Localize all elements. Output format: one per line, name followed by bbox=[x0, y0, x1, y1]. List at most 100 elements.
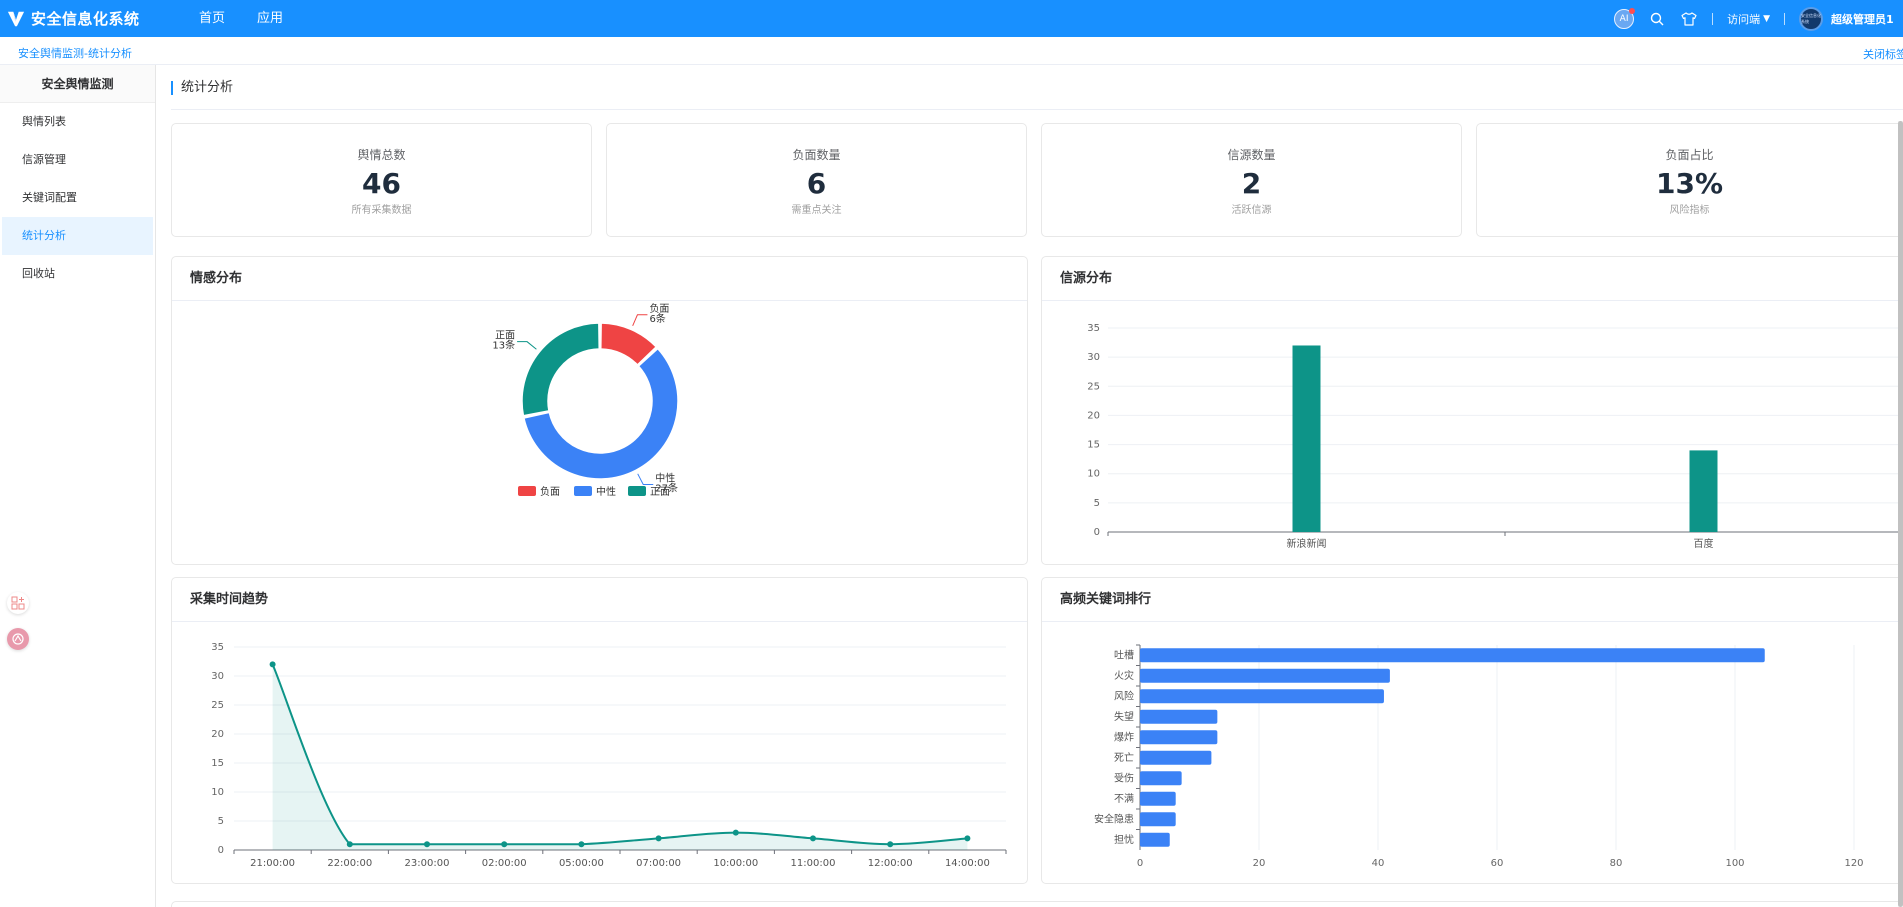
stat-label: 舆情总数 bbox=[357, 148, 406, 162]
y-tick-label: 受伤 bbox=[1114, 771, 1134, 784]
keyword-bar-7 bbox=[1140, 791, 1176, 806]
y-tick-label: 25 bbox=[211, 700, 224, 711]
source-bar-chart: 0 5 10 15 20 25 30 35 新浪新闻 百度 bbox=[1087, 323, 1903, 550]
keyword-bar-9 bbox=[1140, 832, 1170, 847]
x-tick-label: 120 bbox=[1844, 858, 1863, 869]
y-tick-label: 35 bbox=[211, 642, 224, 653]
app-title: 安全信息化系统 bbox=[31, 10, 140, 28]
trend-point-0 bbox=[269, 661, 276, 668]
donut-label-count-0: 6条 bbox=[649, 312, 665, 325]
breadcrumb-tag[interactable]: 安全舆情监测-统计分析 bbox=[18, 47, 132, 60]
trend-point-8 bbox=[887, 841, 894, 848]
y-tick-label: 火灾 bbox=[1114, 669, 1134, 682]
apps-float-icon[interactable] bbox=[7, 592, 29, 614]
stat-label: 信源数量 bbox=[1227, 148, 1276, 162]
stat-card-sources: 信源数量 2 活跃信源 bbox=[1041, 123, 1462, 237]
stat-subtitle: 活跃信源 bbox=[1231, 205, 1272, 216]
x-tick-label: 新浪新闻 bbox=[1287, 537, 1327, 550]
y-tick-label: 5 bbox=[218, 816, 224, 827]
sidebar-title: 安全舆情监测 bbox=[0, 65, 155, 103]
trend-panel: 采集时间趋势 0 5 10 15 20 25 30 35 21:00:00 22:00:00 23:… bbox=[171, 577, 1028, 884]
donut-label-line-1 bbox=[637, 473, 654, 485]
y-tick-label: 0 bbox=[1094, 527, 1100, 538]
stat-card-negative-ratio: 负面占比 13% 风险指标 bbox=[1476, 123, 1903, 237]
ai-assistant-button[interactable]: AI bbox=[1614, 7, 1636, 29]
tags-bar: 安全舆情监测-统计分析 关闭标签 bbox=[0, 37, 1903, 65]
username[interactable]: 超级管理员1 bbox=[1831, 12, 1894, 26]
nav-home[interactable]: 首页 bbox=[199, 11, 226, 26]
page-title: 统计分析 bbox=[171, 81, 233, 95]
top-nav: 首页 应用 bbox=[183, 0, 299, 37]
stat-value: 2 bbox=[1241, 167, 1262, 200]
stat-value: 46 bbox=[362, 167, 401, 200]
app-logo[interactable]: 安全信息化系统 bbox=[7, 8, 167, 29]
y-tick-label: 10 bbox=[1087, 469, 1100, 480]
keywords-panel: 高频关键词排行 0 20 40 60 80 100 120 吐槽 火灾 风险 失望 爆炸 死亡 受伤 不满安… bbox=[1041, 577, 1903, 884]
sidebar-item-source-management[interactable]: 信源管理 bbox=[22, 153, 66, 166]
theme-shirt-icon[interactable] bbox=[1680, 10, 1698, 28]
y-tick-label: 30 bbox=[1087, 352, 1100, 363]
y-tick-label: 35 bbox=[1087, 323, 1100, 334]
stat-subtitle: 风险指标 bbox=[1669, 205, 1710, 216]
x-tick-label: 02:00:00 bbox=[482, 858, 527, 869]
keyword-bar-8 bbox=[1140, 812, 1176, 827]
sidebar-item-sentiment-list[interactable]: 舆情列表 bbox=[22, 115, 66, 128]
trend-point-3 bbox=[501, 841, 508, 848]
logo-icon bbox=[7, 11, 25, 26]
sidebar-item-statistics[interactable]: 统计分析 bbox=[2, 217, 153, 255]
trend-point-6 bbox=[732, 829, 739, 836]
y-tick-label: 安全隐患 bbox=[1094, 812, 1134, 825]
nav-apps[interactable]: 应用 bbox=[257, 11, 284, 26]
keyword-bar-0 bbox=[1140, 648, 1765, 663]
y-tick-label: 爆炸 bbox=[1114, 731, 1134, 743]
close-tags-button[interactable]: 关闭标签 bbox=[1863, 48, 1903, 61]
legend-label-0: 负面 bbox=[540, 485, 560, 498]
donut-label-name-1: 中性 bbox=[655, 471, 675, 484]
keyword-bar-5 bbox=[1140, 750, 1212, 765]
divider bbox=[1784, 12, 1785, 25]
y-tick-label: 20 bbox=[211, 729, 224, 740]
trend-point-2 bbox=[424, 841, 430, 848]
search-icon[interactable] bbox=[1648, 10, 1666, 28]
y-tick-label: 20 bbox=[1087, 410, 1100, 421]
trend-point-4 bbox=[578, 841, 585, 848]
y-tick-label: 10 bbox=[211, 787, 224, 798]
access-label: 访问端 bbox=[1727, 12, 1761, 26]
keyword-bar-2 bbox=[1140, 689, 1384, 704]
legend-swatch-1 bbox=[574, 486, 592, 496]
panel-title: 高频关键词排行 bbox=[1042, 578, 1903, 622]
bar-0 bbox=[1292, 345, 1321, 532]
avatar[interactable]: 安全信息化系统 bbox=[1799, 6, 1823, 31]
x-tick-label: 23:00:00 bbox=[405, 858, 450, 869]
trend-line-chart: 0 5 10 15 20 25 30 35 21:00:00 22:00:00 23:00:00 02… bbox=[211, 642, 1007, 869]
y-tick-label: 吐槽 bbox=[1114, 648, 1134, 661]
donut-slice-1 bbox=[522, 347, 679, 480]
scrollbar[interactable] bbox=[1898, 121, 1903, 907]
sidebar-item-keyword-config[interactable]: 关键词配置 bbox=[22, 191, 77, 204]
stat-subtitle: 需重点关注 bbox=[791, 205, 842, 216]
scrollbar-thumb[interactable] bbox=[1898, 121, 1903, 907]
y-tick-label: 25 bbox=[1087, 381, 1100, 392]
y-tick-label: 担忧 bbox=[1114, 833, 1134, 846]
topbar-actions: AI 访问端 ▼ 安全信息化系统 超级管理员1 bbox=[1614, 0, 1903, 37]
top-bar: 安全信息化系统 首页 应用 AI 访问端 ▼ 安全信息化系统 超级管理员1 bbox=[0, 0, 1903, 37]
sidebar: 安全舆情监测 舆情列表 信源管理 关键词配置 统计分析 回收站 bbox=[0, 65, 156, 907]
keyword-bar-6 bbox=[1140, 771, 1182, 786]
keyword-bar-4 bbox=[1140, 730, 1218, 745]
x-tick-label: 60 bbox=[1491, 858, 1504, 869]
legend-swatch-0 bbox=[518, 486, 536, 496]
notification-dot bbox=[1629, 7, 1636, 14]
donut-label-name-0: 负面 bbox=[649, 302, 669, 315]
trend-point-7 bbox=[810, 835, 816, 842]
stat-label: 负面数量 bbox=[792, 148, 841, 162]
divider bbox=[1712, 12, 1714, 25]
caret-down-icon: ▼ bbox=[1763, 13, 1770, 24]
sidebar-item-recycle-bin[interactable]: 回收站 bbox=[22, 267, 55, 280]
assistant-float-icon[interactable] bbox=[7, 628, 29, 650]
panel-title: 情感分布 bbox=[172, 257, 1027, 301]
stat-card-negative: 负面数量 6 需重点关注 bbox=[606, 123, 1027, 237]
access-dropdown[interactable]: 访问端 ▼ bbox=[1727, 11, 1770, 27]
next-panel bbox=[171, 901, 1903, 907]
trend-area bbox=[272, 664, 968, 850]
